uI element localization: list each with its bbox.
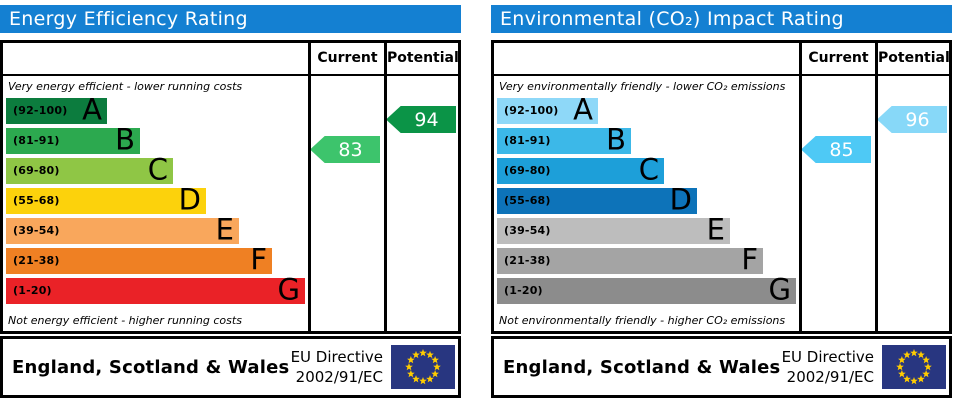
energy-table-header-row: Current Potential [3,43,459,76]
band-range-label: (81-91) [13,134,60,147]
band-range-label: (1-20) [13,284,52,297]
band-letter: D [178,182,201,217]
eu-directive-label: EU Directive 2002/91/EC [291,347,383,387]
environmental-panel-title: Environmental (CO₂) Impact Rating [491,5,952,33]
band-c: (69-80) C [497,152,664,187]
top-scale-label: Very environmentally friendly - lower CO… [499,80,786,93]
energy-rating-table: Current Potential Very energy efficient … [0,40,461,334]
band-letter: A [573,92,593,127]
band-letter: F [250,242,267,277]
eu-directive-line2: 2002/91/EC [786,368,874,386]
band-range-label: (1-20) [504,284,543,297]
environmental-rating-table: Current Potential Very environmentally f… [491,40,952,334]
footer-region-label: England, Scotland & Wales [503,356,781,378]
band-letter: F [741,242,758,277]
eu-directive-line2: 2002/91/EC [295,368,383,386]
band-letter: C [147,152,168,187]
band-range-label: (21-38) [13,254,60,267]
band-range-label: (92-100) [504,104,559,117]
band-range-label: (39-54) [504,224,551,237]
potential-column-header: Potential [387,50,459,66]
band-range-label: (69-80) [13,164,60,177]
band-letter: G [768,272,791,307]
potential-column-header: Potential [878,50,950,66]
column-divider [384,43,387,331]
eu-directive-label: EU Directive 2002/91/EC [782,347,874,387]
eu-flag-icon [391,345,455,389]
band-letter: D [669,182,692,217]
band-d: (55-68) D [6,182,206,217]
footer-region-label: England, Scotland & Wales [12,356,290,378]
eu-directive-line1: EU Directive [781,348,874,366]
band-a: (92-100) A [497,92,598,127]
band-e: (39-54) E [497,212,730,247]
band-range-label: (21-38) [504,254,551,267]
band-g: (1-20) G [497,272,796,307]
bottom-scale-label: Not energy efficient - higher running co… [8,314,242,327]
band-letter: B [115,122,135,157]
band-range-label: (92-100) [13,104,68,117]
column-divider [799,43,802,331]
current-rating-arrow: 85 [801,136,871,163]
column-divider [875,43,878,331]
current-column-header: Current [317,50,378,66]
band-range-label: (69-80) [504,164,551,177]
environmental-panel-footer: England, Scotland & Wales EU Directive 2… [491,336,952,398]
bottom-scale-label: Not environmentally friendly - higher CO… [499,314,786,327]
band-b: (81-91) B [6,122,140,157]
band-letter: E [706,212,725,247]
current-column-header: Current [808,50,869,66]
band-range-label: (55-68) [504,194,551,207]
potential-rating-arrow: 94 [386,106,456,133]
potential-rating-arrow: 96 [877,106,947,133]
band-letter: A [82,92,102,127]
energy-efficiency-panel: Energy Efficiency Rating Current Potenti… [0,5,461,398]
band-letter: E [215,212,234,247]
band-range-label: (81-91) [504,134,551,147]
band-g: (1-20) G [6,272,305,307]
eu-directive-line1: EU Directive [290,348,383,366]
band-f: (21-38) F [6,242,272,277]
energy-panel-footer: England, Scotland & Wales EU Directive 2… [0,336,461,398]
band-a: (92-100) A [6,92,107,127]
band-f: (21-38) F [497,242,763,277]
band-range-label: (39-54) [13,224,60,237]
band-c: (69-80) C [6,152,173,187]
environmental-table-body: Very environmentally friendly - lower CO… [494,76,949,331]
band-letter: C [638,152,659,187]
band-letter: B [606,122,626,157]
eu-flag-icon [882,345,946,389]
energy-table-body: Very energy efficient - lower running co… [3,76,458,331]
band-b: (81-91) B [497,122,631,157]
band-range-label: (55-68) [13,194,60,207]
band-letter: G [277,272,300,307]
band-e: (39-54) E [6,212,239,247]
environmental-impact-panel: Environmental (CO₂) Impact Rating Curren… [491,5,952,398]
environmental-table-header-row: Current Potential [494,43,950,76]
band-d: (55-68) D [497,182,697,217]
column-divider [308,43,311,331]
energy-panel-title: Energy Efficiency Rating [0,5,461,33]
top-scale-label: Very energy efficient - lower running co… [8,80,243,93]
current-rating-arrow: 83 [310,136,380,163]
